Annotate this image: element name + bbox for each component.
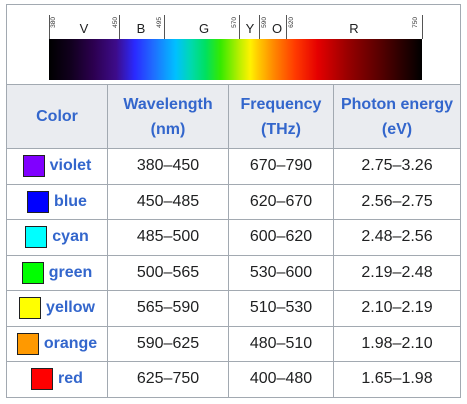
band-label: G	[198, 21, 210, 36]
table-row: orange 590–625 480–510 1.98–2.10	[6, 325, 461, 362]
energy-cell: 2.10–2.19	[333, 290, 461, 327]
color-cell: red	[6, 361, 108, 398]
energy-cell: 2.75–3.26	[333, 148, 461, 185]
frequency-cell: 510–530	[228, 290, 334, 327]
color-link[interactable]: green	[48, 263, 93, 281]
spectrum-figure: 380 V 450 B 495 G 570 Y 590 O 620 R 750	[6, 4, 461, 84]
header-frequency-unit: (THz)	[261, 120, 301, 138]
color-swatch	[22, 155, 45, 178]
color-link[interactable]: violet	[49, 157, 92, 175]
wavelength-cell: 450–485	[107, 183, 229, 220]
color-swatch	[21, 261, 44, 284]
band-label: V	[79, 21, 89, 36]
energy-cell: 1.65–1.98	[333, 361, 461, 398]
color-cell: orange	[6, 325, 108, 362]
frequency-cell: 670–790	[228, 148, 334, 185]
table-row: cyan 485–500 600–620 2.48–2.56	[6, 219, 461, 256]
col-header-wavelength: Wavelength (nm)	[107, 84, 229, 149]
color-swatch	[31, 368, 54, 391]
band-label: B	[136, 21, 146, 36]
wavelength-cell: 380–450	[107, 148, 229, 185]
header-wavelength-link[interactable]: Wavelength	[123, 95, 213, 113]
color-swatch	[25, 226, 48, 249]
color-cell: violet	[6, 148, 108, 185]
color-link[interactable]: blue	[54, 192, 87, 210]
header-row: Color Wavelength (nm) Frequency (THz) Ph…	[6, 84, 461, 149]
color-swatch	[27, 190, 50, 213]
tick-label: 750	[412, 17, 419, 28]
table-row: green 500–565 530–600 2.19–2.48	[6, 254, 461, 291]
table-row: yellow 565–590 510–530 2.10–2.19	[6, 290, 461, 327]
tick-label: 570	[231, 17, 238, 28]
wavelength-cell: 625–750	[107, 361, 229, 398]
color-cell: green	[6, 254, 108, 291]
tick-label: 590	[261, 17, 268, 28]
tick-mark	[259, 15, 260, 39]
frequency-cell: 400–480	[228, 361, 334, 398]
header-energy-link[interactable]: Photon energy	[340, 95, 453, 113]
energy-cell: 2.56–2.75	[333, 183, 461, 220]
band-label: O	[271, 21, 283, 36]
energy-cell: 2.19–2.48	[333, 254, 461, 291]
frequency-cell: 620–670	[228, 183, 334, 220]
color-cell: blue	[6, 183, 108, 220]
tick-label: 620	[288, 17, 295, 28]
tick-mark	[49, 15, 50, 39]
tick-label: 380	[50, 17, 57, 28]
frequency-cell: 480–510	[228, 325, 334, 362]
color-swatch	[19, 297, 42, 320]
frequency-cell: 530–600	[228, 254, 334, 291]
spectrum-ticks: 380 V 450 B 495 G 570 Y 590 O 620 R 750	[49, 13, 423, 39]
tick-mark	[164, 15, 165, 39]
tick-mark	[422, 15, 423, 39]
tick-mark	[286, 15, 287, 39]
spectrum-bar	[49, 39, 422, 80]
energy-cell: 2.48–2.56	[333, 219, 461, 256]
color-cell: yellow	[6, 290, 108, 327]
col-header-energy: Photon energy (eV)	[333, 84, 461, 149]
energy-cell: 1.98–2.10	[333, 325, 461, 362]
frequency-cell: 600–620	[228, 219, 334, 256]
color-link[interactable]: red	[58, 370, 83, 388]
color-link[interactable]: yellow	[46, 299, 95, 317]
wavelength-cell: 500–565	[107, 254, 229, 291]
band-label: R	[349, 21, 359, 36]
wavelength-cell: 590–625	[107, 325, 229, 362]
color-link[interactable]: orange	[43, 334, 98, 352]
col-header-frequency: Frequency (THz)	[228, 84, 334, 149]
wavelength-cell: 485–500	[107, 219, 229, 256]
tick-mark	[239, 15, 240, 39]
tick-label: 495	[156, 17, 163, 28]
color-swatch	[16, 332, 39, 355]
header-color-label: Color	[36, 108, 78, 125]
table-row: red 625–750 400–480 1.65–1.98	[6, 361, 461, 398]
tick-label: 450	[112, 17, 119, 28]
color-cell: cyan	[6, 219, 108, 256]
band-label: Y	[245, 21, 255, 36]
header-wavelength-unit: (nm)	[150, 120, 186, 138]
table-row: violet 380–450 670–790 2.75–3.26	[6, 148, 461, 185]
header-energy-unit: (eV)	[381, 120, 413, 138]
color-link[interactable]: cyan	[52, 228, 89, 246]
color-table: Color Wavelength (nm) Frequency (THz) Ph…	[6, 84, 461, 398]
tick-mark	[119, 15, 120, 39]
wavelength-cell: 565–590	[107, 290, 229, 327]
col-header-color: Color	[6, 84, 108, 149]
header-frequency-link[interactable]: Frequency	[240, 95, 322, 113]
table-row: blue 450–485 620–670 2.56–2.75	[6, 183, 461, 220]
